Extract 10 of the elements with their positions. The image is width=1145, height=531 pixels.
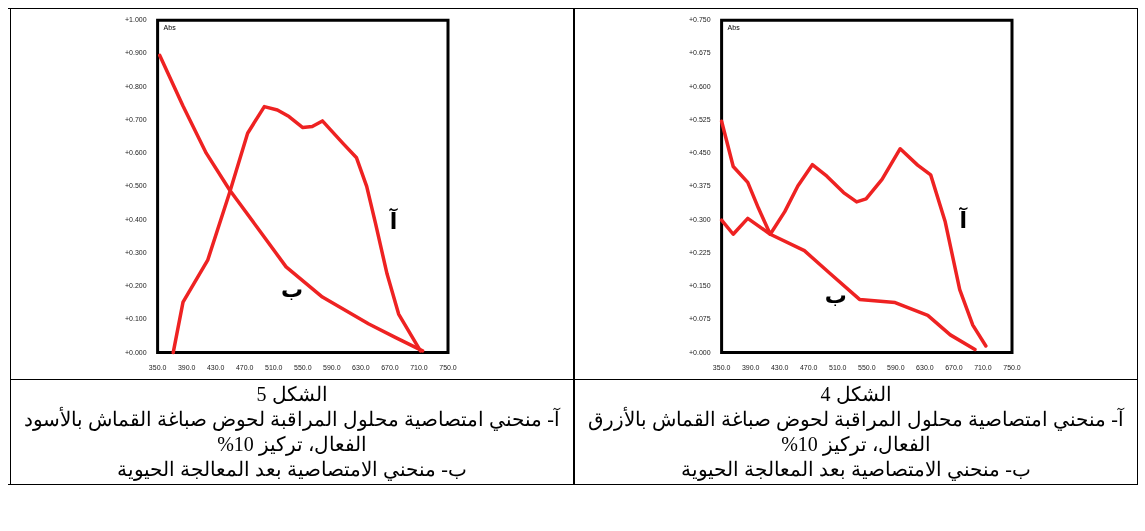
- text: ب- منحني الامتصاصية بعد المعالجة الحيوية: [116, 457, 468, 482]
- series-label: ب: [281, 276, 304, 302]
- series-label: آ: [388, 206, 398, 234]
- series-label: ب: [824, 282, 847, 308]
- text: آ- منحني امتصاصية محلول المراقبة لحوض صباغة القماش بالأزرق الفعال، تركيز 10%: [587, 407, 1126, 457]
- text: آ- منحني امتصاصية محلول المراقبة لحوض صباغة القماش بالأسود الفعال، تركيز 10%: [23, 407, 562, 457]
- series-label: آ: [958, 205, 968, 233]
- text: الشكل 5: [255, 382, 329, 407]
- text: ب- منحني الامتصاصية بعد المعالجة الحيوية: [680, 457, 1032, 482]
- text: الشكل 4: [819, 382, 893, 407]
